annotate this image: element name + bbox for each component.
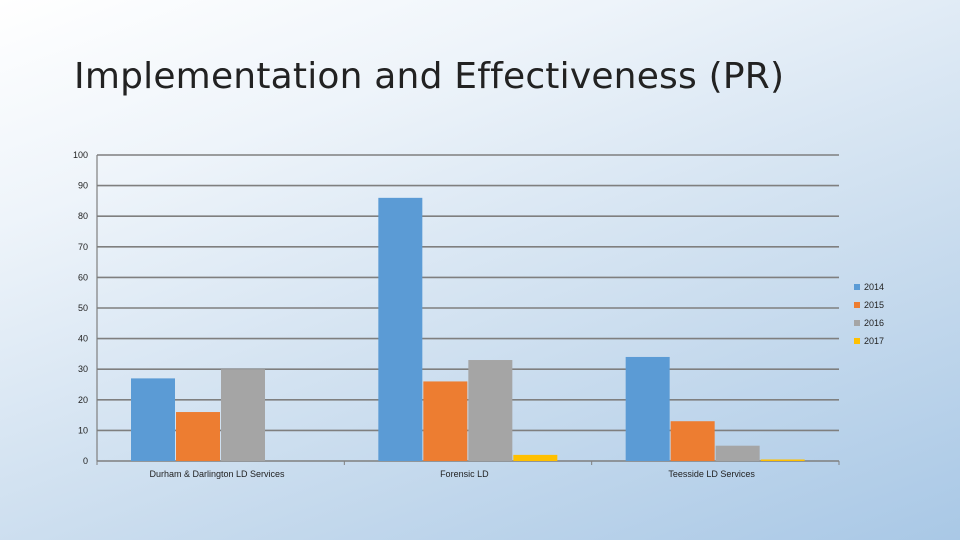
slide-title: Implementation and Effectiveness (PR) bbox=[74, 56, 785, 97]
legend-swatch bbox=[854, 302, 860, 308]
legend-label: 2016 bbox=[864, 318, 884, 328]
y-tick-label: 70 bbox=[78, 242, 88, 252]
y-tick-label: 60 bbox=[78, 272, 88, 282]
legend-label: 2017 bbox=[864, 336, 884, 346]
y-tick-label: 30 bbox=[78, 364, 88, 374]
category-labels: Durham & Darlington LD Services Forensic … bbox=[149, 469, 755, 479]
y-tick-label: 20 bbox=[78, 395, 88, 405]
bar-2017 bbox=[760, 459, 805, 461]
gridlines bbox=[97, 154, 839, 432]
bars bbox=[131, 197, 805, 461]
y-tick-labels: 0 10 20 30 40 50 60 70 80 90 100 bbox=[73, 150, 88, 466]
bar-2014 bbox=[131, 378, 175, 461]
bar-2014 bbox=[625, 356, 670, 461]
legend-label: 2015 bbox=[864, 300, 884, 310]
y-tick-label: 50 bbox=[78, 303, 88, 313]
bar-2016 bbox=[715, 445, 760, 461]
bar-2016 bbox=[468, 360, 513, 461]
y-tick-label: 90 bbox=[78, 181, 88, 191]
y-tick-label: 80 bbox=[78, 211, 88, 221]
legend-swatch bbox=[854, 284, 860, 290]
bar-2015 bbox=[670, 421, 715, 461]
legend-swatch bbox=[854, 320, 860, 326]
bar-2015 bbox=[423, 381, 468, 461]
category-label: Forensic LD bbox=[440, 469, 489, 479]
category-label: Durham & Darlington LD Services bbox=[149, 469, 285, 479]
legend-label: 2014 bbox=[864, 282, 884, 292]
y-tick-label: 40 bbox=[78, 334, 88, 344]
y-tick-label: 100 bbox=[73, 150, 88, 160]
bar-2017 bbox=[513, 454, 558, 461]
legend: 2014 2015 2016 2017 bbox=[854, 282, 884, 346]
bar-2016 bbox=[221, 369, 265, 461]
axes bbox=[96, 155, 840, 465]
category-label: Teesside LD Services bbox=[668, 469, 755, 479]
legend-swatch bbox=[854, 338, 860, 344]
bar-2014 bbox=[378, 197, 423, 461]
bar-2015 bbox=[176, 412, 220, 461]
y-tick-label: 10 bbox=[78, 425, 88, 435]
y-tick-label: 0 bbox=[83, 456, 88, 466]
